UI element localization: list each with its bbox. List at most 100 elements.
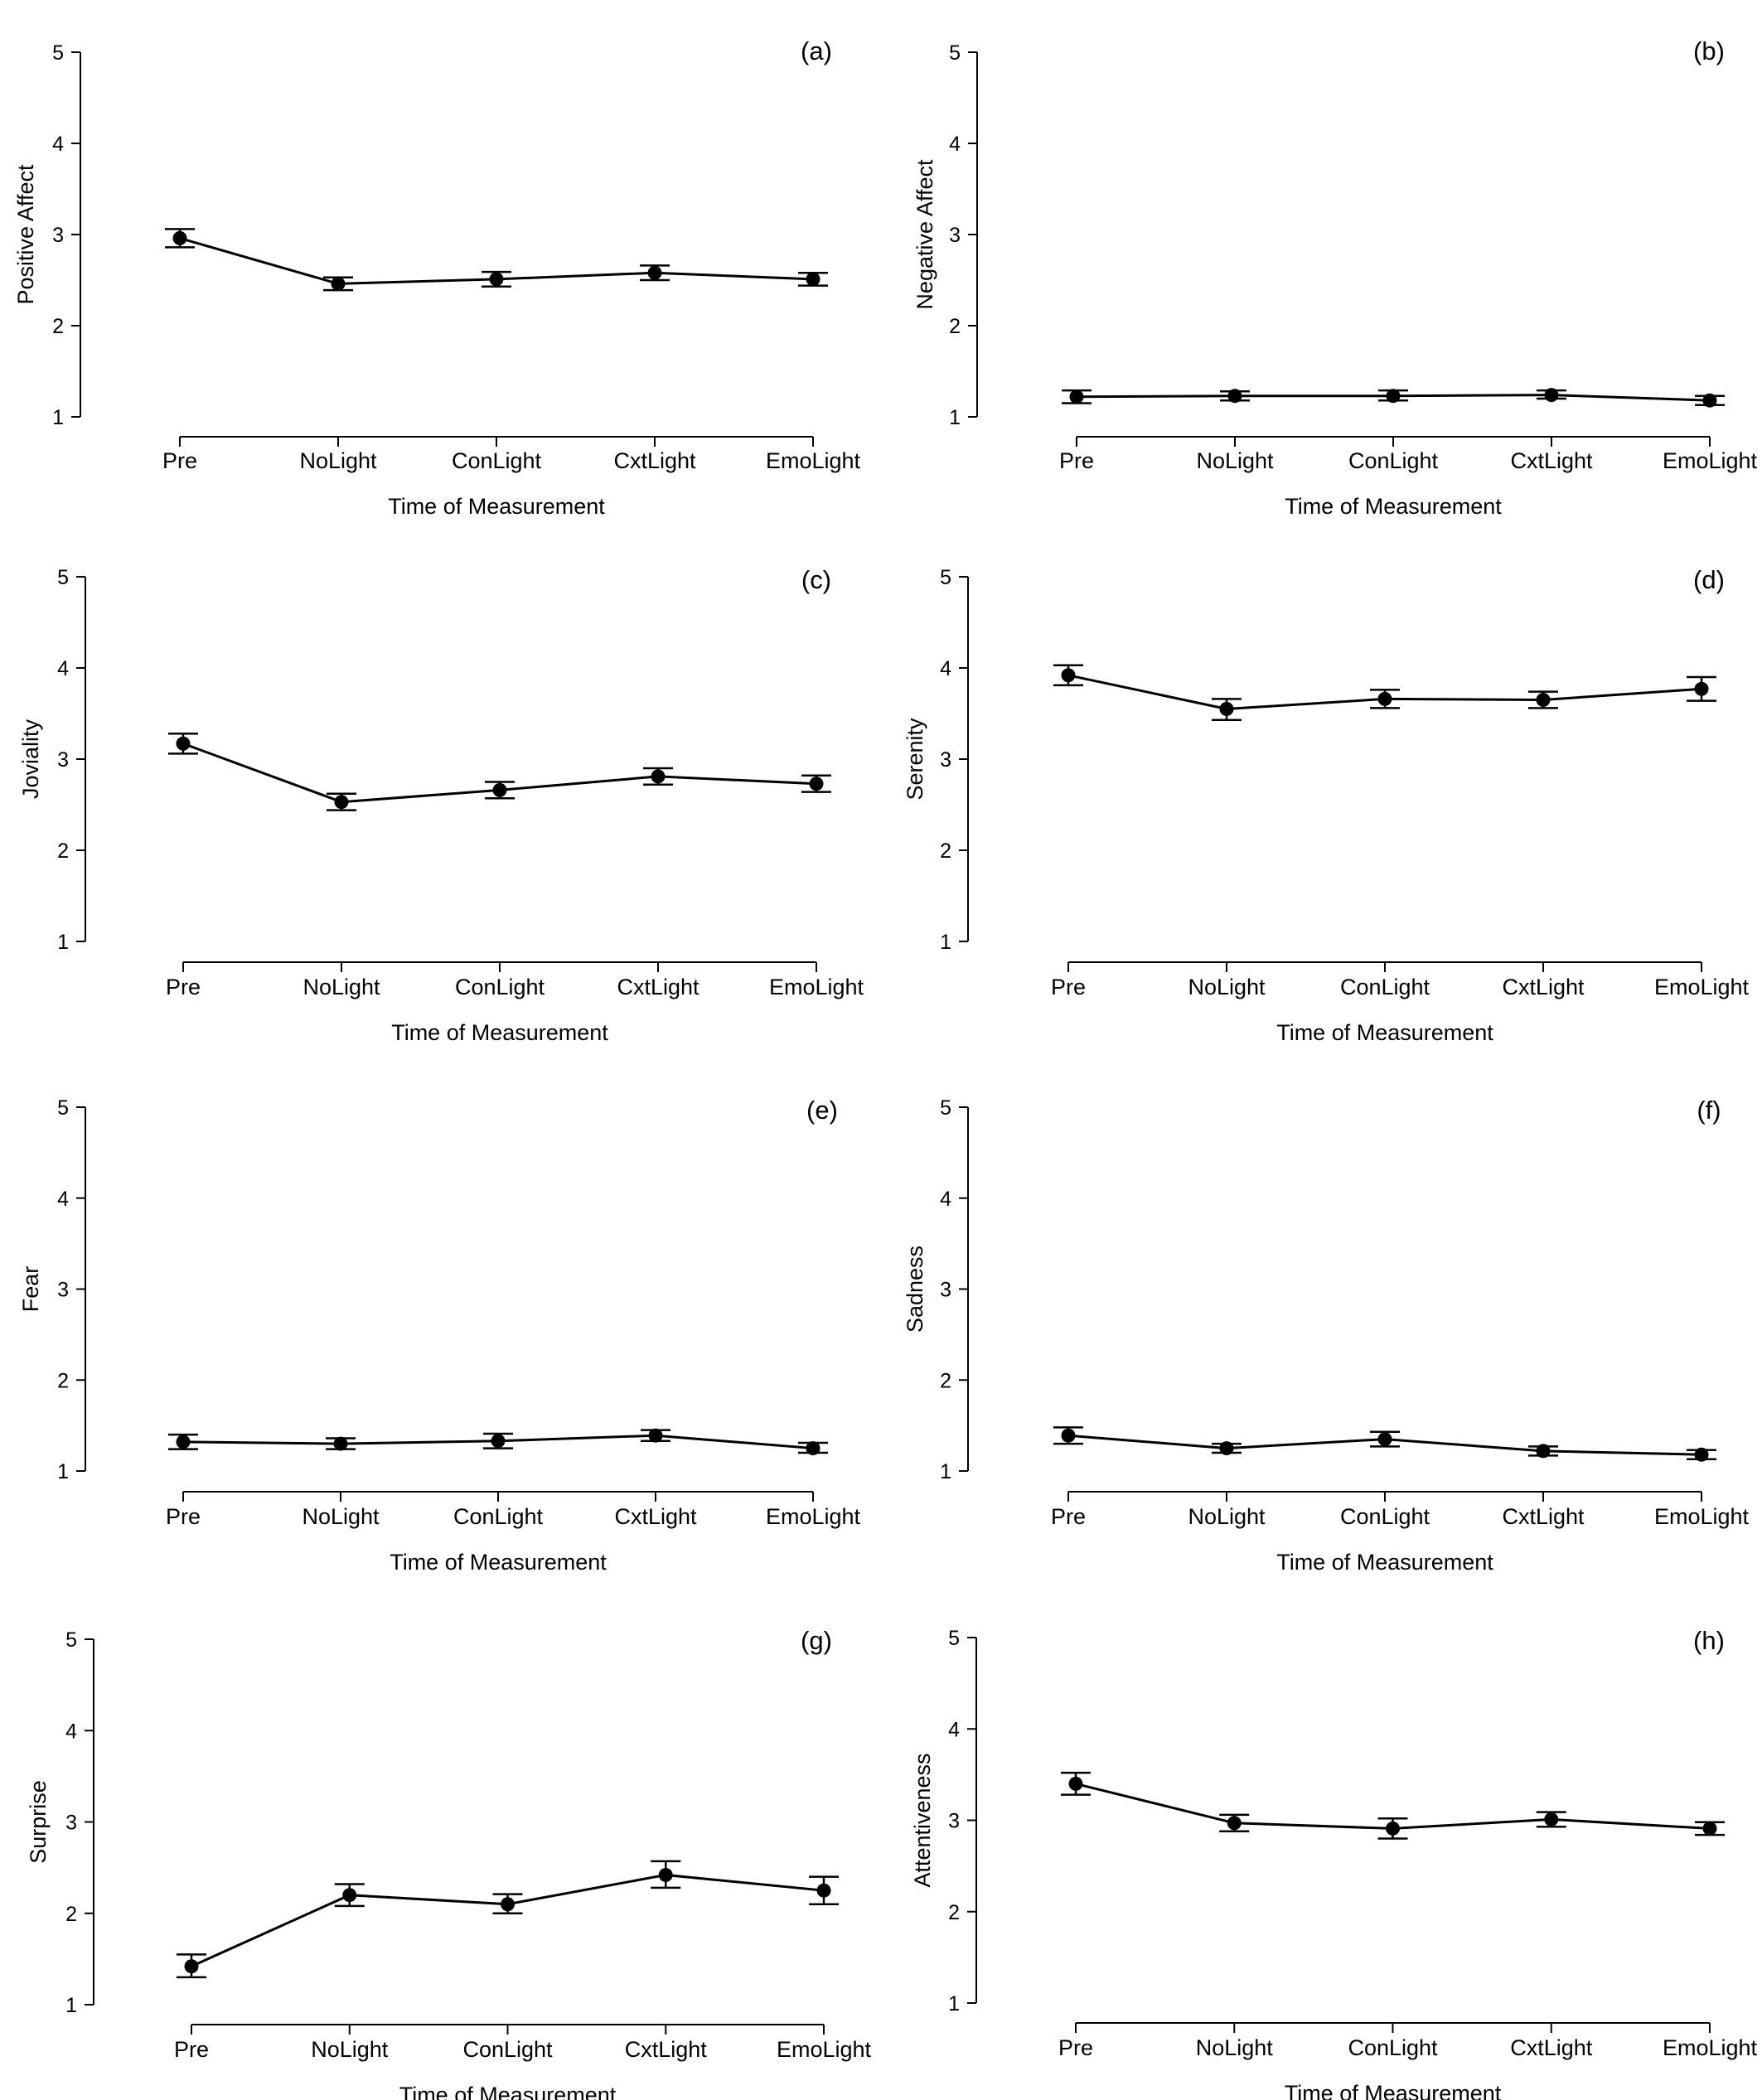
x-tick-label: NoLight <box>1188 1504 1266 1529</box>
data-point <box>658 1867 673 1882</box>
x-tick-label: ConLight <box>1340 975 1430 999</box>
panel-label: (c) <box>801 565 831 594</box>
y-axis-title: Positive Affect <box>13 164 38 305</box>
chart-panel-c: 1 2 3 4 5 Pre NoLight ConLight CxtLight EmoLight T… <box>18 565 864 1045</box>
data-point <box>647 265 662 280</box>
panel-label: (b) <box>1693 36 1725 65</box>
x-axis-title: Time of Measurement <box>1276 1550 1493 1575</box>
x-tick-label: NoLight <box>1188 975 1266 999</box>
y-tick-label: 3 <box>940 748 951 772</box>
y-tick-label: 3 <box>948 1810 960 1833</box>
y-tick-label: 5 <box>65 1628 77 1652</box>
x-axis-title: Time of Measurement <box>390 1550 607 1575</box>
x-tick-label: NoLight <box>1196 2035 1274 2060</box>
x-tick-label: Pre <box>1059 448 1094 473</box>
y-tick-label: 2 <box>948 1901 960 1924</box>
data-point <box>1068 1776 1083 1791</box>
data-point <box>1386 389 1401 404</box>
y-tick-label: 5 <box>948 1627 960 1650</box>
chart-panel-e: 1 2 3 4 5 Pre NoLight ConLight CxtLight EmoLight T… <box>18 1096 861 1575</box>
data-point <box>1377 691 1392 706</box>
data-point <box>1219 702 1234 716</box>
series-line <box>191 1873 825 1968</box>
data-point <box>1702 1821 1717 1836</box>
data-point <box>1227 1816 1242 1831</box>
x-tick-label: NoLight <box>1196 448 1274 473</box>
x-axis-title: Time of Measurement <box>399 2083 617 2100</box>
data-point <box>1069 390 1084 404</box>
y-tick-label: 4 <box>52 133 64 156</box>
chart-panel-f: 1 2 3 4 5 Pre NoLight ConLight CxtLight EmoLight T… <box>903 1096 1750 1575</box>
x-tick-label: EmoLight <box>1663 2035 1758 2060</box>
x-tick-label: Pre <box>166 975 201 999</box>
x-tick-label: Pre <box>1051 1504 1086 1529</box>
x-tick-label: CxtLight <box>613 448 696 473</box>
y-tick-label: 2 <box>65 1903 77 1926</box>
y-tick-label: 3 <box>52 224 64 247</box>
y-tick-label: 5 <box>52 41 64 65</box>
x-axis-title: Time of Measurement <box>388 494 605 519</box>
panel-label: (h) <box>1693 1626 1725 1655</box>
y-axis-title: Attentiveness <box>910 1753 935 1887</box>
data-point <box>1386 1821 1400 1836</box>
data-point <box>809 777 824 791</box>
panel-label: (d) <box>1693 565 1725 594</box>
x-tick-label: Pre <box>1058 2035 1093 2060</box>
y-tick-label: 3 <box>949 224 961 247</box>
y-tick-label: 2 <box>57 1369 69 1392</box>
data-point <box>501 1897 515 1912</box>
data-point <box>1694 681 1709 696</box>
x-tick-label: NoLight <box>302 1504 380 1529</box>
y-tick-label: 2 <box>940 1369 951 1392</box>
y-tick-label: 1 <box>65 1994 77 2017</box>
y-tick-label: 5 <box>57 566 69 589</box>
x-tick-label: CxtLight <box>625 2037 708 2062</box>
y-tick-label: 1 <box>940 931 951 954</box>
panel-label: (e) <box>806 1096 838 1125</box>
y-axis-title: Negative Affect <box>912 159 937 310</box>
data-point <box>1536 1444 1551 1459</box>
y-tick-label: 3 <box>57 748 69 772</box>
data-point <box>806 272 820 287</box>
data-point <box>806 1441 820 1456</box>
y-axis-title: Serenity <box>903 718 927 801</box>
y-tick-label: 5 <box>940 1096 951 1120</box>
x-tick-label: Pre <box>162 448 197 473</box>
x-tick-label: EmoLight <box>769 975 864 999</box>
y-tick-label: 1 <box>52 406 64 429</box>
y-tick-label: 5 <box>949 41 961 65</box>
x-tick-label: CxtLight <box>1502 975 1585 999</box>
y-tick-label: 1 <box>57 931 69 954</box>
x-tick-label: EmoLight <box>1663 448 1758 473</box>
y-tick-label: 1 <box>940 1460 951 1483</box>
y-axis-title: Fear <box>18 1266 43 1313</box>
y-tick-label: 3 <box>940 1279 951 1302</box>
data-point <box>1061 668 1076 683</box>
x-tick-label: ConLight <box>1348 448 1439 473</box>
x-axis-title: Time of Measurement <box>1285 494 1502 519</box>
y-tick-label: 2 <box>940 840 951 863</box>
data-point <box>184 1959 199 1974</box>
data-point <box>176 736 191 751</box>
chart-panel-h: 1 2 3 4 5 Pre NoLight ConLight CxtLight EmoLight T… <box>910 1626 1758 2100</box>
data-point <box>491 1434 506 1449</box>
y-tick-label: 4 <box>65 1720 77 1743</box>
chart-panel-a: 1 2 3 4 5 Pre NoLight ConLight CxtLight EmoLight T… <box>13 36 861 519</box>
x-tick-label: ConLight <box>452 448 542 473</box>
x-tick-label: CxtLight <box>1510 2035 1593 2060</box>
data-point <box>176 1435 191 1449</box>
panel-label: (a) <box>801 36 832 65</box>
x-tick-label: Pre <box>166 1504 201 1529</box>
y-tick-label: 4 <box>57 657 69 680</box>
x-tick-label: EmoLight <box>766 1504 861 1529</box>
y-axis-title: Joviality <box>18 719 43 799</box>
chart-panel-b: 1 2 3 4 5 Pre NoLight ConLight CxtLight EmoLight T… <box>912 36 1758 519</box>
y-tick-label: 5 <box>940 566 951 589</box>
x-tick-label: NoLight <box>299 448 377 473</box>
x-tick-label: NoLight <box>303 975 380 999</box>
data-point <box>1377 1432 1392 1447</box>
x-tick-label: NoLight <box>311 2037 389 2062</box>
x-tick-label: CxtLight <box>1510 448 1593 473</box>
y-tick-label: 4 <box>57 1188 69 1211</box>
